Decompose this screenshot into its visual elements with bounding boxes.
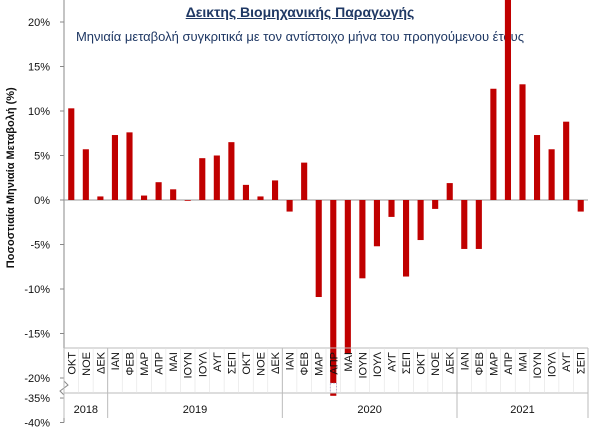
year-label: 2019 bbox=[183, 404, 207, 416]
x-tick-label: ΙΑΝ bbox=[285, 352, 297, 370]
bar bbox=[315, 200, 322, 298]
bar bbox=[388, 200, 395, 217]
bar bbox=[155, 182, 162, 200]
x-tick-label: ΙΑΝ bbox=[110, 352, 122, 370]
x-tick-label: ΦΕΒ bbox=[299, 352, 311, 375]
x-tick-label: ΔΕΚ bbox=[95, 351, 107, 374]
y-tick-label: -5% bbox=[30, 240, 50, 252]
bar bbox=[97, 196, 104, 200]
bar bbox=[199, 158, 206, 200]
y-tick-label: 20% bbox=[28, 17, 50, 29]
x-tick-label: ΦΕΒ bbox=[474, 352, 486, 375]
y-tick-label: -10% bbox=[24, 284, 50, 296]
bar bbox=[170, 189, 177, 200]
x-tick-label: ΑΠΡ bbox=[328, 352, 340, 375]
y-tick-label: 5% bbox=[34, 151, 50, 163]
x-tick-label: ΝΟΕ bbox=[81, 352, 93, 376]
bar bbox=[577, 200, 584, 212]
bar bbox=[563, 121, 570, 200]
bar bbox=[475, 200, 482, 249]
bar bbox=[242, 184, 250, 200]
y-tick-label: -15% bbox=[24, 329, 50, 341]
bar bbox=[228, 142, 235, 200]
x-tick-label: ΜΑΡ bbox=[488, 352, 500, 376]
x-tick-label: ΦΕΒ bbox=[125, 352, 137, 375]
y-tick-label: 15% bbox=[28, 62, 50, 74]
chart-subtitle: Μηνιαία μεταβολή συγκριτικά με τον αντίσ… bbox=[75, 29, 525, 44]
x-tick-label: ΣΕΠ bbox=[576, 352, 588, 374]
x-tick-label: ΑΥΓ bbox=[561, 352, 573, 372]
bar bbox=[68, 108, 75, 200]
bar bbox=[417, 200, 424, 241]
bar bbox=[286, 200, 293, 212]
bar bbox=[126, 132, 133, 200]
year-label: 2018 bbox=[74, 404, 98, 416]
bar bbox=[330, 200, 337, 396]
x-tick-label: ΜΑΡ bbox=[314, 352, 326, 376]
x-tick-label: ΜΑΙ bbox=[518, 352, 530, 372]
bar bbox=[140, 195, 148, 200]
y-tick-label: -35% bbox=[24, 393, 50, 405]
x-tick-label: ΟΚΤ bbox=[416, 352, 428, 375]
bar bbox=[82, 149, 89, 200]
x-tick-label: ΔΕΚ bbox=[270, 351, 282, 374]
x-tick-label: ΑΥΓ bbox=[387, 352, 399, 372]
x-tick-label: ΙΟΥΛ bbox=[547, 351, 559, 377]
x-tick-label: ΙΟΥΛ bbox=[197, 351, 209, 377]
x-tick-label: ΙΟΥΝ bbox=[183, 352, 195, 379]
bar-break-mark bbox=[329, 382, 337, 394]
y-axis-title: Ποσοστιαία Μηνιαία Μεταβολή (%) bbox=[5, 87, 17, 268]
bar bbox=[490, 88, 497, 200]
x-tick-label: ΣΕΠ bbox=[226, 352, 238, 374]
x-tick-label: ΟΚΤ bbox=[241, 352, 253, 375]
x-tick-label: ΜΑΙ bbox=[168, 352, 180, 372]
bar bbox=[461, 200, 468, 249]
bar bbox=[504, 0, 512, 200]
x-tick-label: ΟΚΤ bbox=[66, 352, 78, 375]
bar bbox=[432, 200, 439, 209]
x-tick-label: ΜΑΙ bbox=[343, 352, 355, 372]
x-tick-label: ΙΟΥΛ bbox=[372, 351, 384, 377]
bar bbox=[213, 155, 220, 200]
year-label: 2021 bbox=[510, 404, 534, 416]
x-tick-label: ΙΟΥΝ bbox=[357, 352, 369, 379]
bar bbox=[402, 200, 410, 277]
x-tick-label: ΣΕΠ bbox=[401, 352, 413, 374]
bar bbox=[344, 200, 351, 354]
bar bbox=[257, 196, 264, 200]
bar bbox=[519, 84, 526, 200]
x-tick-label: ΑΠΡ bbox=[503, 352, 515, 375]
y-tick-label: -40% bbox=[24, 418, 50, 430]
x-tick-label: ΑΠΡ bbox=[154, 352, 166, 375]
x-tick-label: ΙΑΝ bbox=[459, 352, 471, 370]
bar bbox=[446, 183, 453, 200]
x-tick-label: ΝΟΕ bbox=[430, 352, 442, 376]
x-tick-label: ΜΑΡ bbox=[139, 352, 151, 376]
bar bbox=[373, 200, 381, 247]
bar bbox=[111, 135, 119, 200]
bar bbox=[184, 200, 191, 201]
bar bbox=[548, 149, 555, 200]
bar bbox=[359, 200, 366, 279]
y-tick-label: -20% bbox=[24, 373, 50, 385]
chart-title: Δεικτης Βιομηχανικής Παραγωγής bbox=[185, 4, 415, 20]
x-tick-label: ΙΟΥΝ bbox=[532, 352, 544, 379]
year-label: 2020 bbox=[357, 404, 381, 416]
x-tick-label: ΝΟΕ bbox=[256, 352, 268, 376]
bar bbox=[271, 180, 279, 200]
x-tick-label: ΑΥΓ bbox=[212, 352, 224, 372]
bar bbox=[301, 162, 308, 200]
x-tick-label: ΔΕΚ bbox=[445, 351, 457, 374]
bar bbox=[533, 135, 541, 200]
y-tick-label: 0% bbox=[34, 195, 50, 207]
y-tick-label: 10% bbox=[28, 106, 50, 118]
